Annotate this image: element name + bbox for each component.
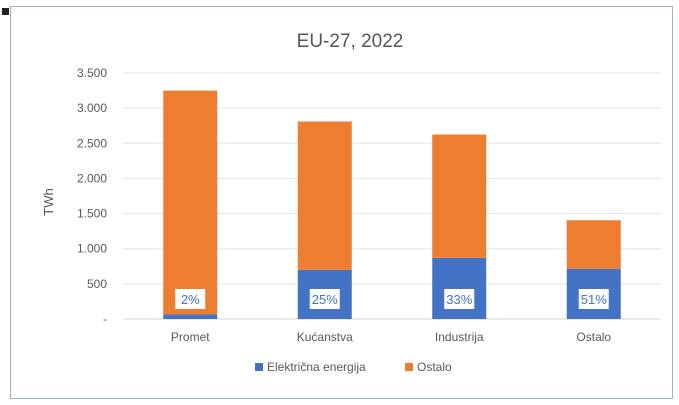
y-tick-label: 2.000 bbox=[77, 171, 107, 185]
bars: 2% 25% 33% 51% bbox=[163, 90, 621, 319]
y-tick-label: 3.000 bbox=[77, 101, 107, 115]
bar-ostalo bbox=[163, 90, 218, 315]
data-label-box bbox=[309, 289, 340, 309]
data-label-box bbox=[444, 289, 475, 309]
legend: Električna energija Ostalo bbox=[255, 360, 452, 374]
y-tick-label: 1.500 bbox=[77, 207, 107, 221]
x-tick-label: Ostalo bbox=[576, 330, 611, 344]
y-tick-label: 1.000 bbox=[77, 242, 107, 256]
bar-ostalo bbox=[432, 134, 487, 258]
legend-label: Električna energija bbox=[267, 360, 366, 374]
y-axis-label: TWh bbox=[41, 188, 56, 215]
legend-swatch bbox=[405, 363, 413, 371]
chart-title: EU-27, 2022 bbox=[297, 31, 404, 52]
x-tick-label: Kućanstva bbox=[297, 330, 353, 344]
data-label-box bbox=[175, 289, 206, 309]
corner-marker bbox=[2, 8, 9, 15]
y-tick-label: 2.500 bbox=[77, 136, 107, 150]
bar-ostalo bbox=[297, 121, 352, 270]
x-tick-label: Industrija bbox=[435, 330, 484, 344]
y-axis-ticks: - 500 1.000 1.500 2.000 2.500 3.000 3.500 bbox=[77, 66, 107, 326]
bar-ostalo bbox=[566, 220, 621, 269]
chart-frame: EU-27, 2022 TWh 2% 25% 33% 51% - 500 1.000 1.5… bbox=[10, 6, 673, 399]
data-label: 25% bbox=[312, 292, 338, 307]
legend-swatch bbox=[255, 363, 263, 371]
x-axis-ticks: Promet Kućanstva Industrija Ostalo bbox=[171, 330, 612, 344]
x-tick-label: Promet bbox=[171, 330, 210, 344]
bar-elektricna-energija bbox=[163, 314, 218, 319]
stacked-bar-chart: EU-27, 2022 TWh 2% 25% 33% 51% - 500 1.000 1.5… bbox=[41, 31, 661, 374]
y-tick-label: - bbox=[103, 312, 107, 326]
data-label: 51% bbox=[581, 292, 607, 307]
data-label: 33% bbox=[446, 292, 472, 307]
y-tick-label: 500 bbox=[87, 277, 107, 291]
data-label: 2% bbox=[181, 292, 200, 307]
bar-elektricna-energija bbox=[432, 257, 487, 319]
legend-label: Ostalo bbox=[417, 360, 452, 374]
y-tick-label: 3.500 bbox=[77, 66, 107, 80]
data-label-box bbox=[578, 289, 609, 309]
